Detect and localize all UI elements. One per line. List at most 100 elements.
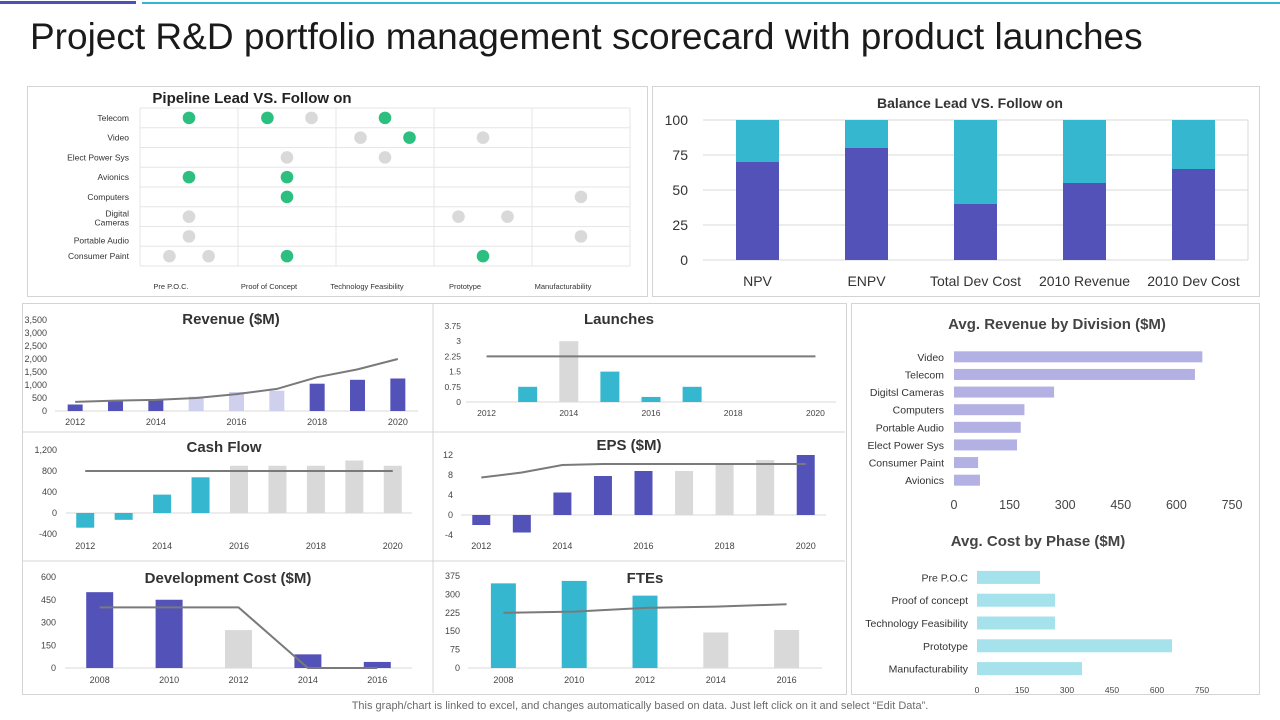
y-tick-label: 1,500 — [24, 367, 47, 377]
x-tick-label: ENPV — [847, 273, 886, 289]
bar — [632, 595, 658, 668]
pipeline-point — [354, 131, 367, 144]
y-tick-label: 400 — [42, 487, 57, 497]
x-tick-label: 600 — [1166, 498, 1187, 512]
category-label: Portable Audio — [876, 422, 944, 434]
hbar — [954, 474, 980, 486]
category-label: Prototype — [923, 641, 968, 653]
y-tick-label: 50 — [672, 182, 688, 198]
y-tick-label: 600 — [41, 572, 56, 582]
x-tick-label: 2014 — [146, 417, 166, 427]
balance-bar — [736, 162, 779, 260]
balance-bar — [736, 120, 779, 162]
hbar — [954, 421, 1021, 433]
category-label: Technology Feasibility — [865, 618, 968, 630]
category-label: Manufacturability — [889, 664, 969, 676]
balance-bar — [1172, 169, 1215, 260]
y-tick-label: 25 — [672, 217, 688, 233]
hbar — [977, 639, 1172, 653]
bar — [148, 399, 164, 411]
category-label: Pre P.O.C — [922, 572, 969, 584]
trend-line — [99, 606, 378, 669]
row-label: Portable Audio — [74, 235, 130, 245]
x-tick-label: 600 — [1150, 685, 1164, 695]
pipeline-point — [182, 111, 196, 125]
x-tick-label: 2016 — [367, 675, 387, 685]
hbar — [954, 404, 1025, 416]
bar — [561, 580, 587, 668]
x-tick-label: Technology Feasibility — [330, 282, 404, 291]
x-tick-label: 450 — [1105, 685, 1119, 695]
bar — [682, 386, 702, 402]
x-tick-label: 2016 — [642, 408, 661, 418]
y-tick-label: 150 — [41, 640, 56, 650]
x-tick-label: 2012 — [477, 408, 496, 418]
hbar — [954, 368, 1195, 380]
pipeline-point — [501, 210, 514, 223]
bar — [796, 455, 815, 515]
bar — [490, 583, 516, 668]
x-tick-label: Total Dev Cost — [930, 273, 1021, 289]
pipeline-point — [280, 151, 294, 164]
chart-title: Revenue ($M) — [182, 311, 280, 328]
x-tick-label: 2008 — [493, 675, 513, 685]
x-tick-label: 300 — [1055, 498, 1076, 512]
x-tick-label: 2018 — [724, 408, 743, 418]
pipeline-point — [280, 170, 294, 184]
x-tick-label: 450 — [1110, 498, 1131, 512]
y-tick-label: 1.5 — [449, 367, 461, 377]
x-tick-label: 2016 — [633, 541, 653, 551]
x-tick-label: 2016 — [777, 675, 797, 685]
x-tick-label: 150 — [999, 498, 1020, 512]
x-tick-label: 2020 — [388, 417, 408, 427]
bar — [76, 513, 95, 528]
y-tick-label: 225 — [445, 608, 460, 618]
x-tick-label: 2014 — [152, 541, 172, 551]
x-tick-label: 2012 — [75, 541, 95, 551]
bar — [715, 465, 734, 515]
y-tick-label: 8 — [448, 470, 453, 480]
footer-note: This graph/chart is linked to excel, and… — [351, 700, 929, 712]
x-tick-label: 2012 — [228, 675, 248, 685]
accent-bar-purple — [0, 1, 136, 4]
chart-title: Development Cost ($M) — [145, 570, 312, 587]
division-panel — [851, 303, 1260, 695]
x-tick-label: 2020 — [383, 541, 403, 551]
x-tick-label: 2010 — [159, 675, 179, 685]
x-tick-label: 2014 — [706, 675, 726, 685]
x-tick-label: 0 — [951, 498, 958, 512]
pipeline-point — [378, 151, 392, 164]
chart-title: FTEs — [627, 570, 664, 587]
y-tick-label: 2,000 — [24, 354, 47, 364]
x-tick-label: 150 — [1015, 685, 1029, 695]
y-tick-label: 1,000 — [24, 380, 47, 390]
hbar — [977, 570, 1040, 584]
pipeline-panel — [27, 86, 648, 297]
y-tick-label: 4 — [448, 490, 453, 500]
x-tick-label: 2010 Revenue — [1039, 273, 1130, 289]
pipeline-point — [305, 111, 318, 125]
row-label: Telecom — [97, 113, 129, 123]
category-label: Telecom — [905, 369, 944, 381]
bar — [229, 392, 244, 411]
bar — [294, 654, 322, 668]
x-tick-label: 2012 — [471, 541, 491, 551]
bar — [675, 471, 694, 515]
bar — [350, 379, 365, 411]
row-label: Digital — [105, 209, 129, 219]
y-tick-label: 1,200 — [34, 445, 57, 455]
bar — [472, 515, 491, 525]
category-label: Computers — [893, 405, 944, 417]
chart-title: Launches — [584, 311, 654, 328]
pipeline-point — [280, 249, 294, 263]
x-tick-label: 2008 — [90, 675, 110, 685]
page-title: Project R&D portfolio management scoreca… — [30, 16, 1143, 57]
y-tick-label: 375 — [445, 571, 460, 581]
chart-title: Cash Flow — [186, 439, 261, 456]
category-label: Proof of concept — [892, 595, 969, 607]
category-label: Digitsl Cameras — [870, 387, 944, 399]
bar — [155, 599, 183, 668]
balance-bar — [954, 204, 997, 260]
hbar — [977, 616, 1055, 630]
bar — [230, 465, 248, 513]
